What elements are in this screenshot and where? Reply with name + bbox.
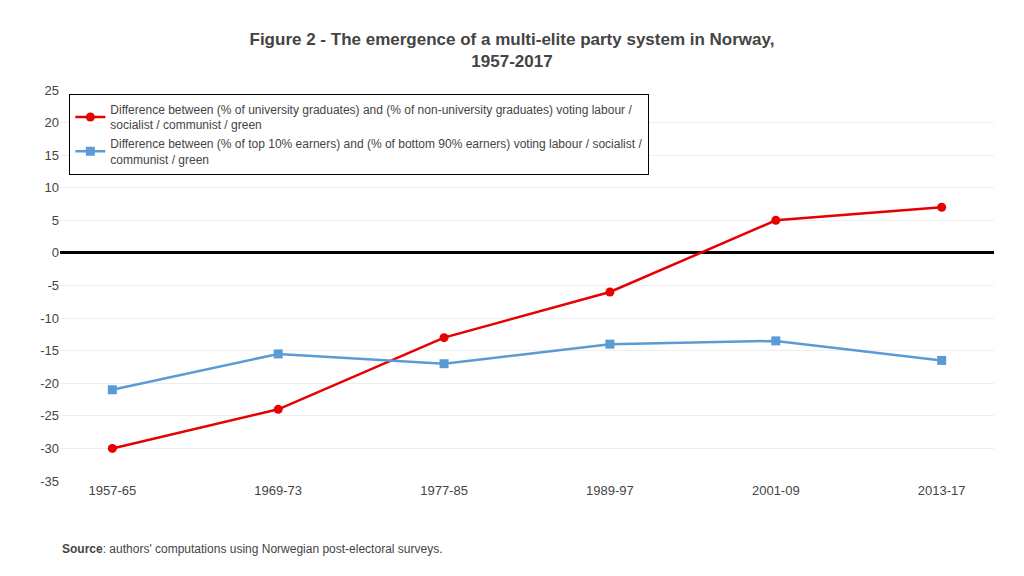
svg-text:Source: authors' computations: Source: authors' computations using Norw… (62, 542, 442, 556)
svg-text:Figure 2 - The emergence of a: Figure 2 - The emergence of a multi-elit… (250, 30, 775, 71)
svg-text:-30: -30 (40, 441, 59, 456)
svg-text:1969-73: 1969-73 (254, 483, 302, 498)
svg-text:25: 25 (45, 83, 59, 98)
svg-text:1989-97: 1989-97 (586, 483, 634, 498)
svg-text:10: 10 (45, 180, 59, 195)
svg-text:1977-85: 1977-85 (420, 483, 468, 498)
svg-text:-5: -5 (47, 278, 59, 293)
svg-text:5: 5 (52, 213, 59, 228)
svg-text:15: 15 (45, 148, 59, 163)
svg-text:1957-65: 1957-65 (88, 483, 136, 498)
svg-text:2013-17: 2013-17 (918, 483, 966, 498)
svg-text:-10: -10 (40, 311, 59, 326)
svg-text:-25: -25 (40, 408, 59, 423)
svg-text:20: 20 (45, 115, 59, 130)
svg-text:-20: -20 (40, 376, 59, 391)
svg-text:-15: -15 (40, 343, 59, 358)
svg-text:0: 0 (52, 245, 59, 260)
svg-text:2001-09: 2001-09 (752, 483, 800, 498)
svg-text:Difference between (% of top 1: Difference between (% of top 10% earners… (110, 137, 642, 167)
svg-text:-35: -35 (40, 474, 59, 489)
svg-text:Difference between (% of unive: Difference between (% of university grad… (110, 103, 632, 133)
